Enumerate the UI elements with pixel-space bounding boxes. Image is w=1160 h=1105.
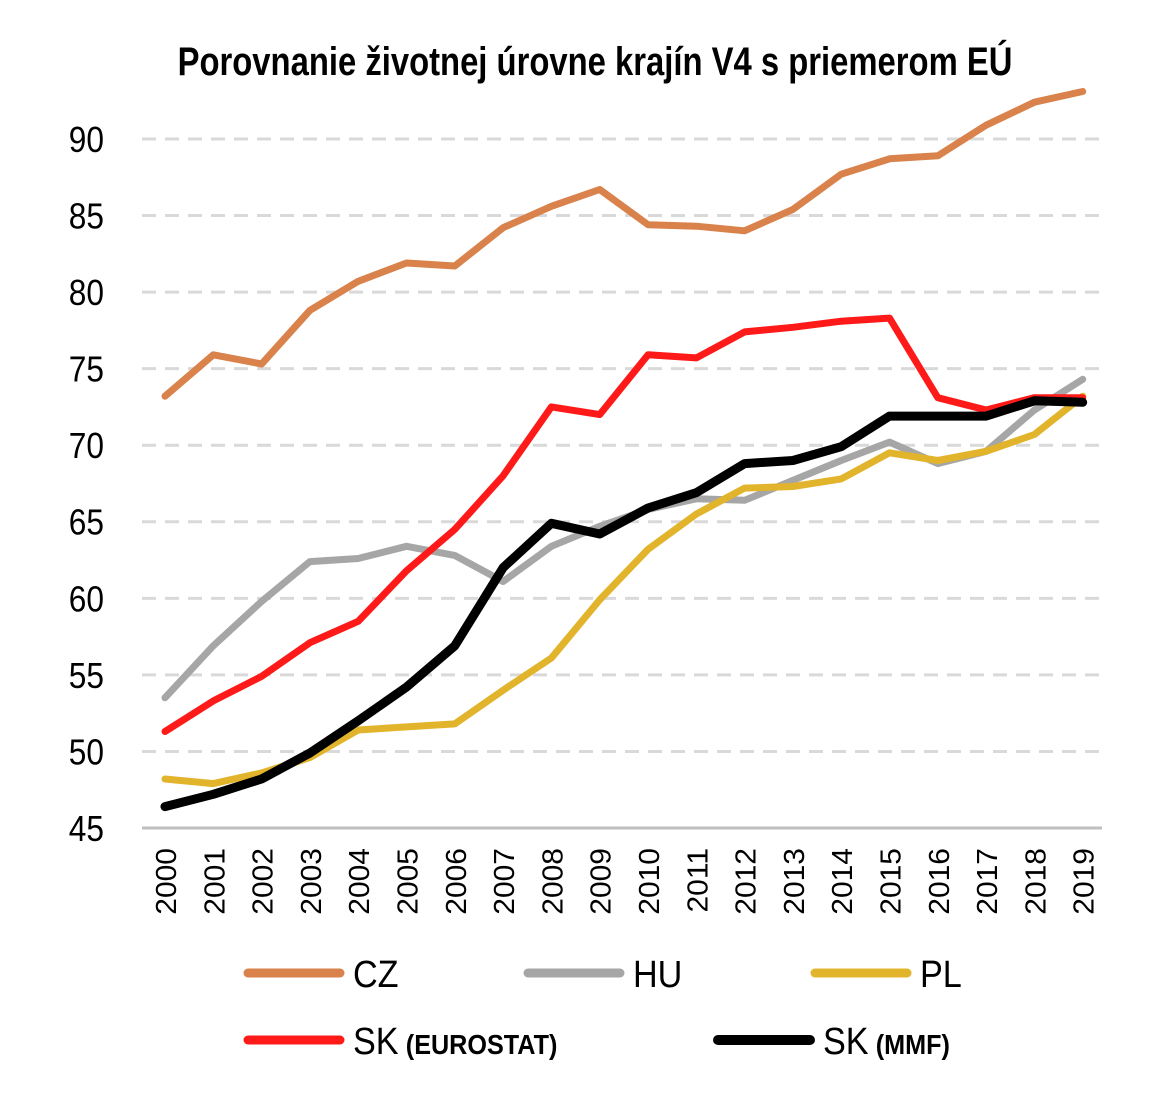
x-tick-label: 2009 <box>586 848 617 915</box>
x-tick-label: 2019 <box>1069 848 1100 915</box>
y-tick-label: 45 <box>69 809 104 849</box>
series-line-pl <box>161 392 1087 788</box>
chart-title: Porovnanie životnej úrovne krajín V4 s p… <box>177 40 1013 84</box>
y-tick-label: 85 <box>69 197 104 237</box>
x-tick-label: 2012 <box>731 848 762 915</box>
x-tick-label: 2018 <box>1021 848 1052 915</box>
x-tick-label: 2004 <box>345 848 376 915</box>
series-lines <box>160 88 1088 812</box>
x-tick-label: 2007 <box>490 848 521 915</box>
x-tick-label: 2015 <box>876 848 907 915</box>
legend-label-sk-mmf: SK (MMF) <box>823 1019 950 1062</box>
y-tick-label: 70 <box>69 426 104 466</box>
y-tick-label: 60 <box>69 579 104 619</box>
series-line-sk-mmf <box>160 396 1088 812</box>
x-tick-label: 2006 <box>441 848 472 915</box>
y-tick-label: 80 <box>69 273 104 313</box>
x-tick-label: 2011 <box>683 848 714 912</box>
x-tick-label: 2000 <box>152 848 183 915</box>
y-tick-label: 65 <box>69 503 104 543</box>
x-tick-label: 2014 <box>828 848 859 915</box>
x-tick-label: 2008 <box>538 848 569 915</box>
x-tick-label: 2002 <box>248 848 279 915</box>
x-axis-ticks: 2000 2001 2002 2003 2004 2005 2006 2007 2008 2009… <box>152 848 1101 915</box>
series-line-sk-eurostat <box>161 314 1087 735</box>
x-tick-label: 2003 <box>297 848 328 915</box>
y-tick-label: 75 <box>69 350 104 390</box>
x-tick-label: 2001 <box>200 848 231 915</box>
x-tick-label: 2016 <box>924 848 955 915</box>
y-tick-label: 90 <box>69 120 104 160</box>
series-line-cz <box>161 88 1087 400</box>
y-axis-ticks: 45 50 55 60 65 70 75 80 85 90 <box>69 120 104 849</box>
y-tick-label: 50 <box>69 733 104 773</box>
legend-label-cz: CZ <box>353 952 399 995</box>
x-tick-label: 2017 <box>973 848 1004 915</box>
legend-label-pl: PL <box>920 952 962 995</box>
x-tick-label: 2013 <box>780 848 811 915</box>
x-tick-label: 2010 <box>635 848 666 915</box>
x-tick-label: 2005 <box>393 848 424 915</box>
legend: CZ HU PL SK (EUROSTAT) SK (MMF) <box>243 952 962 1062</box>
legend-label-hu: HU <box>633 952 682 995</box>
y-tick-label: 55 <box>69 656 104 696</box>
legend-label-sk-eurostat: SK (EUROSTAT) <box>353 1019 557 1062</box>
